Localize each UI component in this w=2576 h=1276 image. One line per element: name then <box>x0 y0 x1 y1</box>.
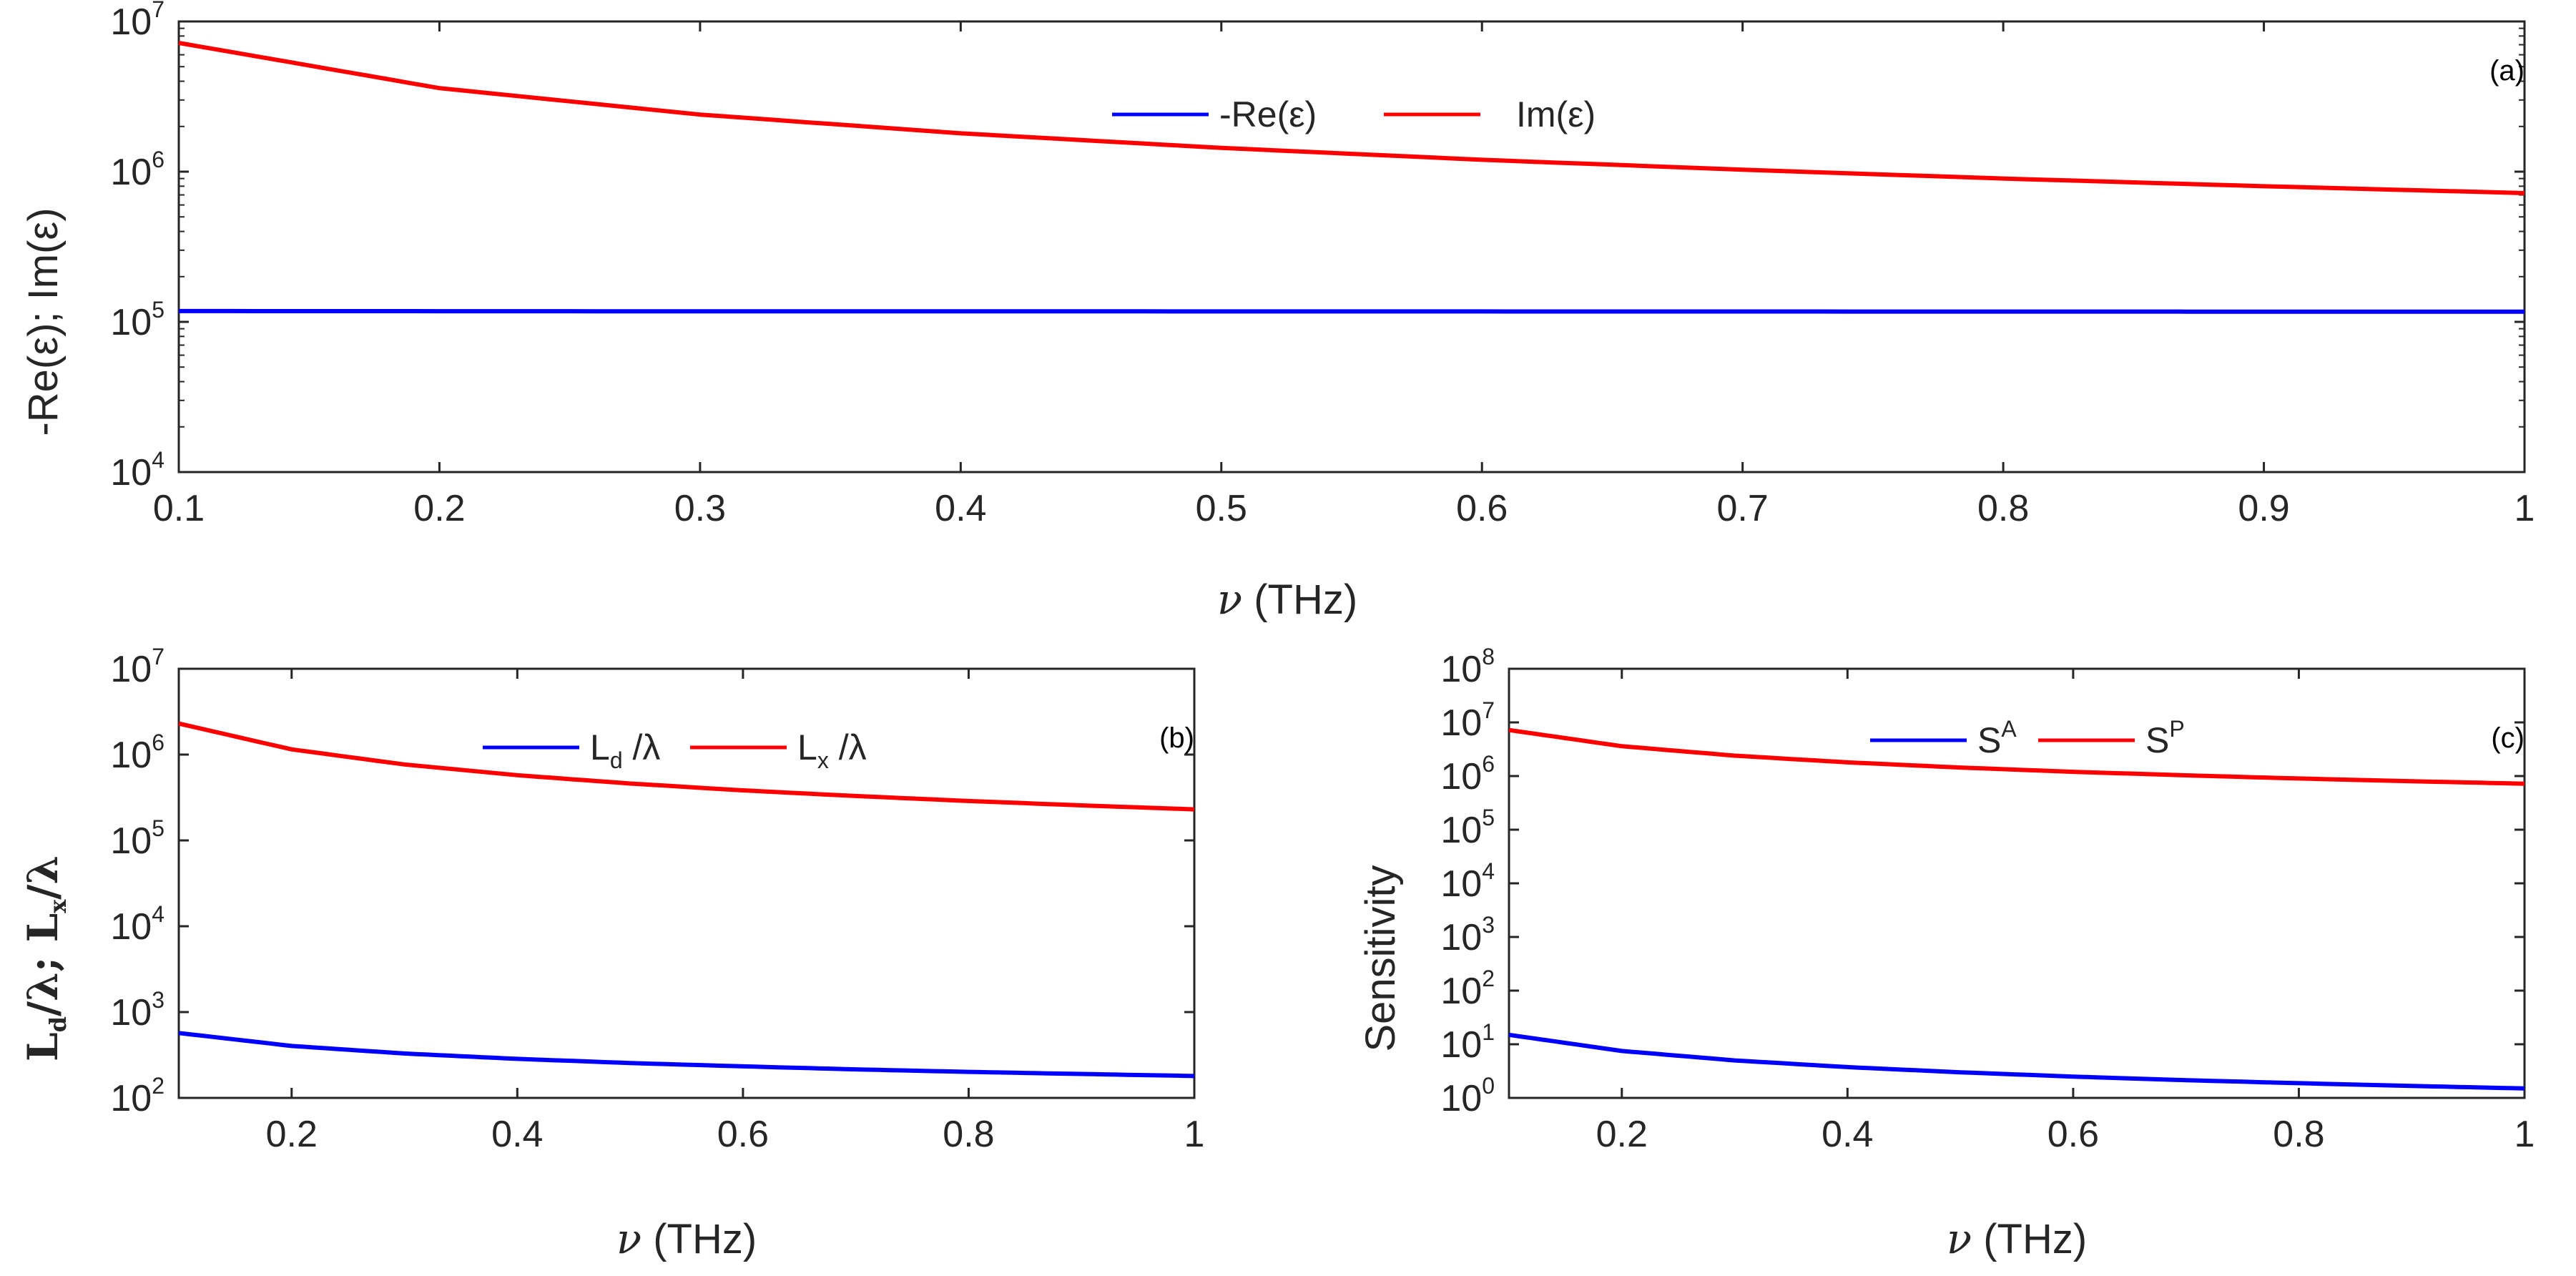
panel-b-legend: Ld /λ Lx /λ <box>483 727 867 773</box>
panel-c-ytick-label: 107 <box>1440 697 1495 744</box>
panel-b-legend-label-0: Ld /λ <box>590 727 660 773</box>
panel-c-series-red-line <box>1508 727 2525 786</box>
panel-a-xtick-label: 0.7 <box>1717 488 1769 529</box>
panel-a-xtick-label: 0.2 <box>413 488 465 529</box>
panel-a-axes-box <box>177 20 2526 473</box>
panel-b-ytick-label: 106 <box>110 730 164 776</box>
panel-a-xtick-label: 0.9 <box>2238 488 2289 529</box>
panel-b-xtick-label: 0.2 <box>266 1114 318 1155</box>
panel-c-legend: SA SP <box>1870 716 2185 760</box>
panel-b-tag: (b) <box>1159 722 1194 754</box>
panel-a: 0.1 0.2 0.3 0.4 0.5 0.6 0.7 0.8 0.9 1 104 105 106 107… <box>20 0 2535 624</box>
panel-b-ylabel: Ld/λ; Lx/λ <box>19 855 72 1061</box>
panel-a-xtick-label: 1 <box>2514 488 2535 529</box>
panel-b-axes-box <box>177 667 1196 1099</box>
panel-a-series-blue-line <box>179 308 2525 314</box>
panel-c-ytick-label: 105 <box>1440 805 1495 851</box>
panel-b-series-red-line <box>178 721 1195 812</box>
panel-a-ytick-label: 104 <box>110 447 164 494</box>
panel-a-xtick-label: 0.6 <box>1456 488 1508 529</box>
panel-c-xtick-label: 0.4 <box>1822 1114 1873 1155</box>
panel-b-ytick-label: 105 <box>110 815 164 862</box>
panel-b-xtick-label: 1 <box>1184 1114 1205 1155</box>
panel-c-series-blue-line <box>1508 1032 2525 1091</box>
panel-c-xtick-label: 1 <box>2514 1114 2535 1155</box>
panel-c-xtick-label: 0.6 <box>2047 1114 2099 1155</box>
panel-a-plot-area: 0.1 0.2 0.3 0.4 0.5 0.6 0.7 0.8 0.9 1 104 105 106 107 <box>110 0 2535 529</box>
panel-a-ylabel: -Re(ε); Im(ε) <box>20 207 67 436</box>
panel-c-ytick-label: 100 <box>1440 1073 1495 1119</box>
panel-c-legend-label-0: SA <box>1977 716 2017 760</box>
panel-c-ytick-label: 104 <box>1440 858 1495 905</box>
panel-c-ylabel: Sensitivity <box>1357 865 1404 1051</box>
panel-c-xtick-label: 0.2 <box>1596 1114 1648 1155</box>
panel-a-ytick-label: 105 <box>110 297 164 343</box>
panel-c-axes-box <box>1508 667 2526 1099</box>
panel-a-series-red-line <box>178 41 2525 195</box>
panel-a-xlabel: ν (THz) <box>1217 575 1357 624</box>
panel-a-legend-label-1: Im(ε) <box>1516 94 1596 134</box>
panel-c-legend-label-1: SP <box>2145 716 2185 760</box>
panel-c-ytick-label: 106 <box>1440 751 1495 798</box>
panel-b-plot-area: 0.2 0.4 0.6 0.8 1 102 103 104 105 106 107 <box>110 644 1204 1155</box>
panel-b-legend-label-1: Lx /λ <box>797 727 867 773</box>
panel-a-legend: -Re(ε) Im(ε) <box>1112 94 1596 134</box>
panel-c-ytick-label: 108 <box>1440 644 1495 690</box>
panel-c-xtick-label: 0.8 <box>2273 1114 2324 1155</box>
panel-c-ytick-label: 103 <box>1440 912 1495 958</box>
panel-b-xtick-label: 0.6 <box>717 1114 769 1155</box>
panel-b: 0.2 0.4 0.6 0.8 1 102 103 104 105 106 107 (b) Ld /… <box>19 644 1204 1263</box>
panel-b-ytick-label: 102 <box>110 1073 164 1119</box>
panel-a-legend-label-0: -Re(ε) <box>1219 94 1317 134</box>
panel-b-ytick-label: 103 <box>110 987 164 1034</box>
panel-a-xtick-label: 0.1 <box>153 488 205 529</box>
panel-a-xtick-label: 0.3 <box>674 488 726 529</box>
panel-a-ytick-label: 106 <box>110 147 164 193</box>
panel-a-tag: (a) <box>2489 55 2525 87</box>
panel-c-tag: (c) <box>2491 722 2525 754</box>
panel-b-ytick-label: 107 <box>110 644 164 690</box>
panel-b-series-blue-line <box>178 1031 1195 1079</box>
panel-c-ytick-label: 102 <box>1440 966 1495 1012</box>
panel-c-plot-area: 0.2 0.4 0.6 0.8 1 100 101 102 103 104 105 106 107 108 <box>1440 644 2535 1155</box>
panel-c: 0.2 0.4 0.6 0.8 1 100 101 102 103 104 105 106 107 108… <box>1357 644 2535 1263</box>
panel-a-xtick-label: 0.4 <box>935 488 986 529</box>
panel-b-ytick-label: 104 <box>110 901 164 948</box>
panel-a-xtick-label: 0.8 <box>1977 488 2029 529</box>
panel-c-ytick-label: 101 <box>1440 1019 1495 1066</box>
panel-c-xlabel: ν (THz) <box>1947 1214 2087 1263</box>
panel-b-xlabel: ν (THz) <box>616 1214 757 1263</box>
panel-b-xtick-label: 0.8 <box>943 1114 994 1155</box>
panel-b-xtick-label: 0.4 <box>491 1114 543 1155</box>
panel-a-xtick-label: 0.5 <box>1196 488 1247 529</box>
panel-a-ytick-label: 107 <box>110 0 164 43</box>
